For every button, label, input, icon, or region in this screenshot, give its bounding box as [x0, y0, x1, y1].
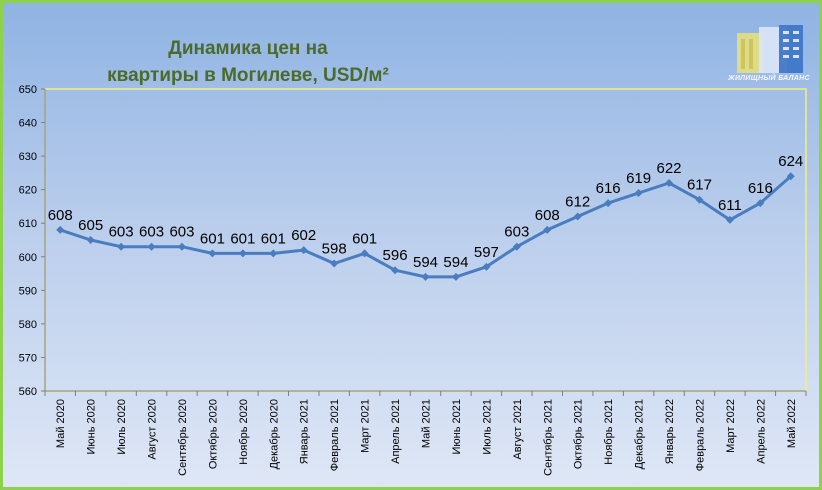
x-tick-label: Сентябрь 2021	[542, 399, 554, 476]
data-label: 603	[169, 224, 194, 241]
data-point	[665, 178, 674, 187]
data-label: 616	[596, 180, 621, 197]
data-point	[238, 249, 247, 258]
x-tick-label: Август 2021	[512, 399, 524, 460]
data-point	[360, 249, 369, 258]
data-label: 603	[504, 224, 529, 241]
data-point	[177, 242, 186, 251]
data-label: 601	[352, 230, 377, 247]
data-label: 602	[291, 227, 316, 244]
x-tick-label: Март 2021	[360, 399, 372, 453]
x-tick-label: Июль 2020	[116, 399, 128, 455]
chart-title-line-2: квартиры в Могилеве, USD/м²	[107, 65, 389, 86]
data-point	[330, 259, 339, 268]
x-tick-label: Май 2021	[421, 399, 433, 448]
line-chart: 560 570 580 590 600 610 620 630 640 650 Май 2020 Ию…	[19, 84, 807, 476]
data-label: 619	[626, 170, 651, 187]
data-label: 616	[748, 180, 773, 197]
x-tick-label: Июнь 2020	[86, 399, 98, 455]
x-tick-label: Февраль 2022	[694, 399, 706, 471]
chart-title: Динамика цен на квартиры в Могилеве, USD…	[98, 35, 398, 89]
x-tick-label: Сентябрь 2020	[177, 399, 189, 476]
x-tick-label: Октябрь 2021	[573, 399, 585, 469]
data-label: 594	[443, 254, 468, 271]
data-point	[695, 195, 704, 204]
x-tick-label: Май 2020	[55, 399, 67, 448]
data-label: 603	[109, 224, 134, 241]
x-tick-label: Ноябрь 2020	[238, 399, 250, 465]
data-label: 622	[657, 160, 682, 177]
data-label: 598	[322, 240, 347, 257]
logo: ЖИЛИЩНЫЙ БАЛАНС	[723, 23, 815, 87]
logo-text: ЖИЛИЩНЫЙ БАЛАНС	[728, 75, 810, 82]
data-point	[512, 242, 521, 251]
data-label: 603	[139, 224, 164, 241]
x-tick-label: Январь 2021	[299, 399, 311, 464]
y-tick-label: 650	[19, 84, 37, 96]
data-label: 601	[261, 230, 286, 247]
data-point	[604, 199, 613, 208]
data-label: 605	[78, 217, 103, 234]
data-point	[208, 249, 217, 258]
data-point	[543, 225, 552, 234]
x-tick-label: Август 2020	[147, 399, 159, 460]
y-tick-label: 630	[19, 151, 37, 163]
data-point	[756, 199, 765, 208]
data-point	[634, 189, 643, 198]
data-point	[86, 236, 95, 244]
data-label: 608	[48, 207, 73, 224]
data-point	[482, 262, 491, 271]
data-point	[269, 249, 278, 258]
data-point	[421, 272, 430, 281]
x-tick-label: Февраль 2021	[329, 399, 341, 471]
y-tick-label: 600	[19, 252, 37, 264]
data-label: 624	[778, 153, 803, 170]
data-label: 617	[687, 177, 712, 194]
x-tick-label: Апрель 2022	[755, 399, 767, 464]
data-point	[117, 242, 126, 251]
x-tick-label: Декабрь 2021	[634, 399, 646, 469]
chart-title-line-1: Динамика цен на	[168, 38, 328, 59]
data-point	[725, 215, 734, 224]
y-tick-label: 580	[19, 319, 37, 331]
y-tick-label: 620	[19, 185, 37, 197]
x-tick-label: Октябрь 2020	[207, 399, 219, 469]
logo-buildings-icon	[737, 25, 803, 73]
x-tick-label: Декабрь 2020	[268, 399, 280, 469]
data-label: 596	[383, 247, 408, 264]
data-point	[299, 246, 308, 255]
data-point	[573, 212, 582, 221]
y-tick-label: 570	[19, 352, 37, 364]
x-tick-label: Апрель 2021	[390, 399, 402, 464]
data-label: 594	[413, 254, 438, 271]
data-point	[56, 225, 65, 234]
x-tick-label: Январь 2022	[664, 399, 676, 464]
data-point	[391, 266, 400, 275]
y-tick-label: 640	[19, 118, 37, 130]
y-tick-label: 560	[19, 386, 37, 398]
data-label: 601	[200, 230, 225, 247]
y-tick-label: 590	[19, 285, 37, 297]
data-label: 611	[718, 197, 742, 214]
data-label: 597	[474, 244, 499, 261]
y-tick-label: 610	[19, 218, 37, 230]
data-point	[147, 242, 156, 251]
data-label: 608	[535, 207, 560, 224]
data-label: 612	[565, 194, 590, 211]
data-point	[451, 272, 460, 281]
data-point	[786, 172, 795, 181]
x-tick-label: Март 2022	[725, 399, 737, 453]
x-tick-label: Июль 2021	[481, 399, 493, 455]
x-tick-label: Ноябрь 2021	[603, 399, 615, 465]
x-tick-label: Май 2022	[786, 399, 798, 448]
x-tick-label: Июнь 2021	[451, 399, 463, 455]
data-label: 601	[230, 230, 255, 247]
